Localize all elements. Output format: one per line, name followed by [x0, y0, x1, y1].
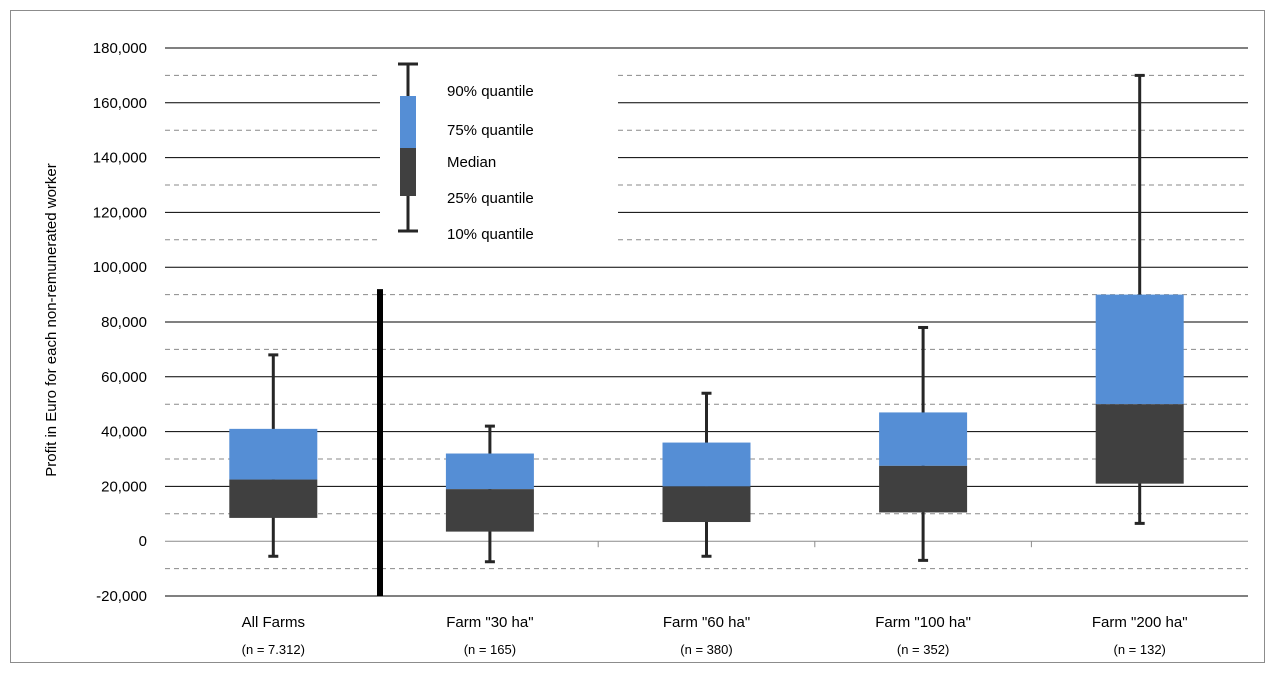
- legend-label: 25% quantile: [447, 190, 534, 207]
- box-upper-75: [445, 453, 534, 490]
- y-tick-label: 60,000: [101, 369, 147, 386]
- box-upper-75: [229, 428, 318, 480]
- box-lower-25: [662, 486, 751, 523]
- y-tick-label: 140,000: [93, 150, 147, 167]
- box-upper-75: [662, 442, 751, 487]
- boxes: [229, 73, 1184, 564]
- x-category-label: Farm "60 ha": [663, 614, 750, 631]
- legend-label: 75% quantile: [447, 122, 534, 139]
- legend: 90% quantile 75% quantile Median 25% quanti…: [398, 62, 534, 243]
- legend-box-upper: [400, 96, 416, 148]
- y-tick-label: 0: [139, 533, 147, 550]
- x-category-n-label: (n = 7.312): [242, 642, 305, 657]
- box-lower-25: [445, 489, 534, 532]
- legend-label: 90% quantile: [447, 83, 534, 100]
- box-lower-25: [1095, 404, 1184, 484]
- x-category-label: Farm "100 ha": [875, 614, 971, 631]
- box-lower-25: [229, 479, 318, 518]
- box-lower-25: [879, 465, 968, 513]
- y-tick-label: 80,000: [101, 314, 147, 331]
- axes: -20,000 0 20,000 40,000 60,000 80,000 100,000 1…: [93, 40, 1248, 657]
- y-tick-label: 20,000: [101, 478, 147, 495]
- x-category-label: Farm "200 ha": [1092, 614, 1188, 631]
- y-tick-label: 180,000: [93, 40, 147, 57]
- x-category-n-label: (n = 352): [897, 642, 949, 657]
- x-category-label: Farm "30 ha": [446, 614, 533, 631]
- y-tick-label: 100,000: [93, 259, 147, 276]
- legend-box-lower: [400, 148, 416, 196]
- gridlines: [165, 47, 1248, 597]
- legend-label: 10% quantile: [447, 226, 534, 243]
- box-upper-75: [879, 412, 968, 466]
- y-tick-label: -20,000: [96, 588, 147, 605]
- x-category-label: All Farms: [242, 614, 305, 631]
- y-tick-label: 160,000: [93, 95, 147, 112]
- legend-label: Median: [447, 154, 496, 171]
- box-upper-75: [1095, 294, 1184, 405]
- x-category-n-label: (n = 380): [680, 642, 732, 657]
- chart-frame: [10, 10, 1265, 663]
- y-axis-label: Profit in Euro for each non-remunerated …: [43, 163, 60, 476]
- y-tick-label: 40,000: [101, 424, 147, 441]
- x-category-n-label: (n = 165): [464, 642, 516, 657]
- x-category-n-label: (n = 132): [1113, 642, 1165, 657]
- y-tick-label: 120,000: [93, 204, 147, 221]
